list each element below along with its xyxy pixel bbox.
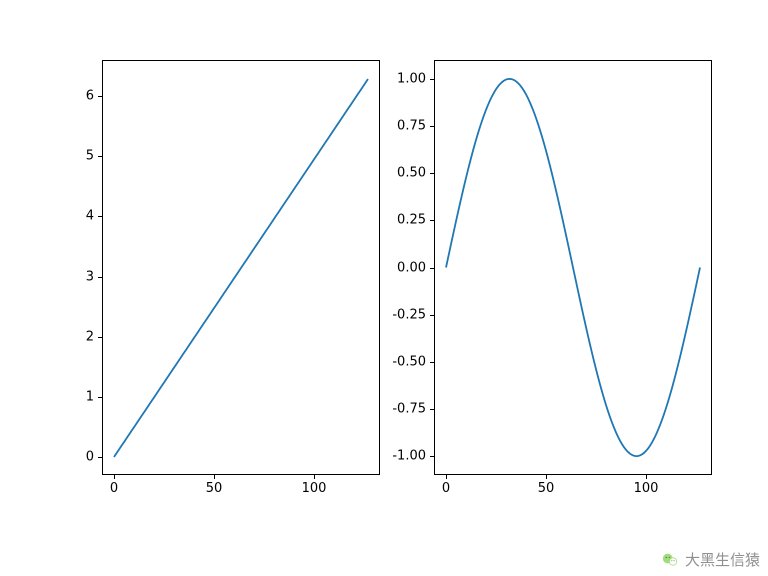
xtick-label: 100 (634, 481, 659, 496)
ytick-label: 4 (86, 209, 94, 224)
ytick-label: -0.25 (392, 307, 426, 322)
ytick-label: 0.00 (397, 260, 426, 275)
ytick-mark (98, 457, 102, 458)
ytick-mark (430, 126, 434, 127)
watermark: 大黑生信猿 (661, 549, 760, 570)
right-axes-frame (434, 60, 712, 475)
wechat-icon (661, 551, 679, 569)
xtick-mark (314, 475, 315, 479)
ytick-mark (430, 268, 434, 269)
ytick-mark (98, 156, 102, 157)
ytick-label: -0.50 (392, 354, 426, 369)
ytick-mark (98, 96, 102, 97)
xtick-mark (446, 475, 447, 479)
xtick-mark (214, 475, 215, 479)
ytick-mark (430, 79, 434, 80)
xtick-label: 50 (206, 481, 223, 496)
ytick-label: 0 (86, 449, 94, 464)
ytick-mark (430, 456, 434, 457)
ytick-label: 6 (86, 89, 94, 104)
ytick-mark (430, 315, 434, 316)
ytick-mark (98, 216, 102, 217)
ytick-label: 1 (86, 389, 94, 404)
xtick-mark (546, 475, 547, 479)
ytick-mark (98, 397, 102, 398)
left-axes-frame (102, 60, 380, 475)
ytick-label: -1.00 (392, 449, 426, 464)
figure: 0501000123456 050100-1.00-0.75-0.50-0.25… (20, 18, 702, 528)
ytick-label: -0.75 (392, 401, 426, 416)
right-plot-panel: 050100-1.00-0.75-0.50-0.250.000.250.500.… (434, 60, 712, 475)
ytick-label: 0.50 (397, 166, 426, 181)
ytick-label: 1.00 (397, 71, 426, 86)
ytick-label: 5 (86, 149, 94, 164)
xtick-mark (646, 475, 647, 479)
ytick-label: 3 (86, 269, 94, 284)
xtick-label: 50 (538, 481, 555, 496)
ytick-mark (98, 277, 102, 278)
ytick-mark (430, 173, 434, 174)
xtick-label: 0 (110, 481, 118, 496)
watermark-text: 大黑生信猿 (685, 549, 760, 570)
ytick-mark (430, 362, 434, 363)
ytick-label: 2 (86, 329, 94, 344)
ytick-label: 0.75 (397, 119, 426, 134)
left-plot-panel: 0501000123456 (102, 60, 380, 475)
xtick-mark (114, 475, 115, 479)
ytick-mark (98, 337, 102, 338)
xtick-label: 100 (302, 481, 327, 496)
ytick-mark (430, 409, 434, 410)
xtick-label: 0 (442, 481, 450, 496)
ytick-label: 0.25 (397, 213, 426, 228)
ytick-mark (430, 220, 434, 221)
